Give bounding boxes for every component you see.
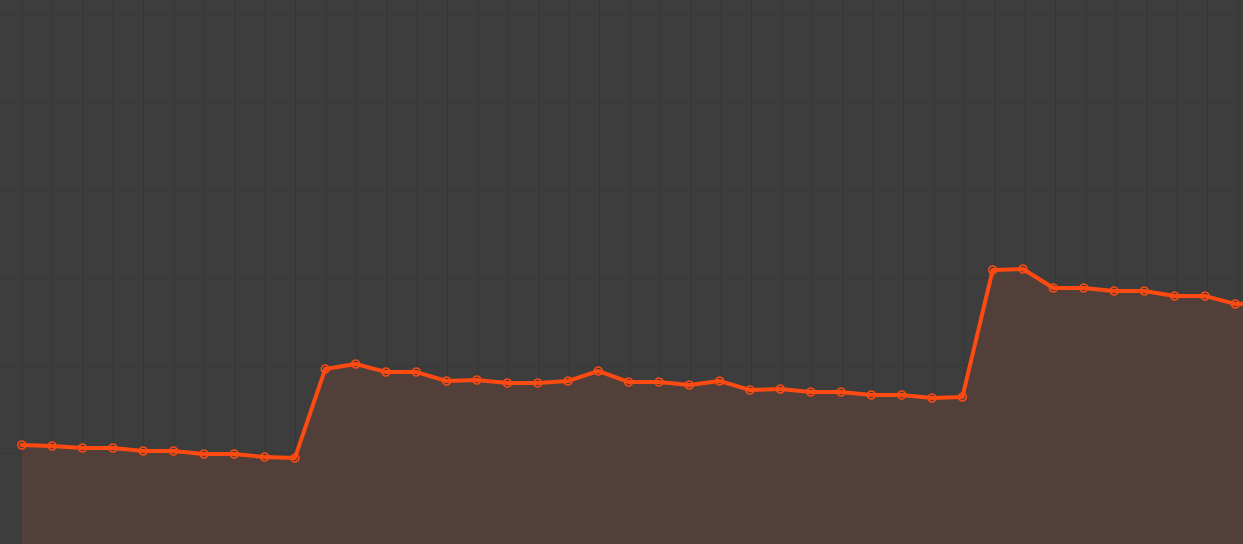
data-point [684, 380, 695, 390]
data-points [17, 264, 1241, 463]
data-point [1169, 291, 1180, 301]
data-point [381, 367, 391, 377]
data-point [987, 265, 998, 275]
data-point [472, 375, 482, 385]
data-point [199, 449, 209, 459]
data-point [229, 449, 239, 459]
data-point [1230, 299, 1241, 309]
data-point [775, 384, 786, 394]
data-point [1109, 286, 1119, 296]
data-point [1048, 283, 1059, 293]
data-point [1200, 291, 1210, 301]
data-point [17, 440, 27, 450]
data-point [441, 376, 452, 386]
data-point [836, 387, 846, 397]
data-point [866, 390, 877, 400]
data-point [320, 364, 330, 374]
data-point [47, 441, 57, 451]
data-point [350, 359, 361, 369]
data-point [1139, 286, 1150, 296]
data-point [1078, 283, 1089, 293]
data-point [805, 387, 816, 397]
data-point [957, 392, 968, 402]
data-point [411, 367, 422, 377]
series-area-fill [21, 269, 1243, 544]
data-point [108, 443, 118, 453]
data-point [259, 452, 270, 462]
data-point [502, 378, 513, 388]
data-point [654, 377, 664, 387]
data-point [138, 446, 148, 456]
data-point [927, 393, 937, 403]
data-point [593, 366, 604, 376]
data-point [290, 453, 300, 463]
data-point [532, 378, 543, 388]
series-line [19, 267, 1243, 460]
data-point [896, 390, 907, 400]
data-point [1018, 264, 1028, 274]
data-point [77, 443, 88, 453]
data-point [623, 377, 634, 387]
data-point [714, 376, 725, 386]
data-point [563, 376, 573, 386]
data-point [745, 385, 755, 395]
data-point [168, 446, 179, 456]
